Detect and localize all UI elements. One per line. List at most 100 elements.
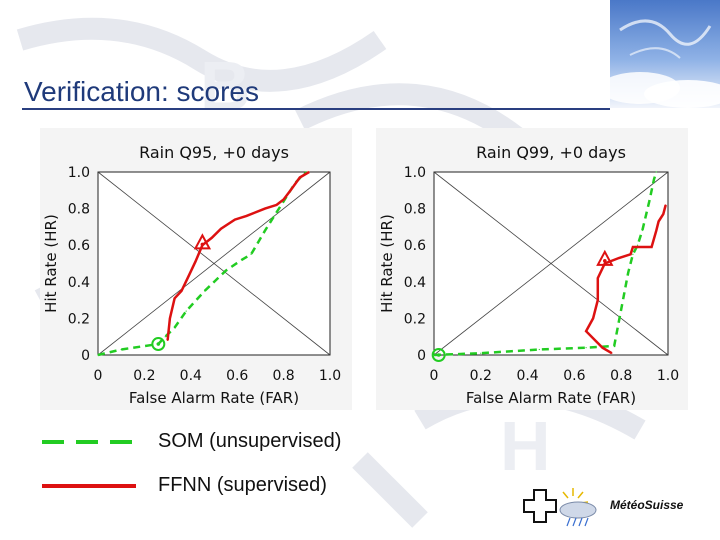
series-line-1-1 — [584, 204, 667, 355]
data-point-1-1-9 — [632, 246, 634, 248]
data-point-1-1-0 — [611, 352, 613, 354]
data-point-0-0-10 — [264, 229, 266, 232]
marker-circle-1-0 — [431, 348, 446, 362]
swiss-cross-sun-icon — [523, 488, 597, 527]
data-point-1-0-2 — [538, 348, 540, 351]
y-tick-label-1-2: 0.4 — [404, 275, 426, 291]
data-point-1-1-2 — [585, 330, 587, 332]
data-point-1-0-9 — [641, 229, 643, 232]
marker-center-0-1 — [200, 242, 205, 247]
data-point-1-1-3 — [592, 317, 594, 319]
y-axis-label-0: Hit Rate (HR) — [42, 214, 60, 313]
data-point-0-1-16 — [308, 171, 310, 173]
data-point-1-1-8 — [629, 253, 632, 255]
legend-item-som: SOM (unsupervised) — [40, 430, 440, 460]
sky-banner-image — [610, 0, 720, 108]
x-tick-label-0-5: 1.0 — [319, 368, 341, 384]
data-point-0-1-5 — [194, 261, 197, 263]
data-point-1-1-14 — [662, 213, 664, 215]
logo-text: MétéoSuisse — [610, 498, 684, 512]
chart-title-1: Rain Q99, +0 days — [476, 143, 626, 162]
data-point-0-0-11 — [273, 215, 275, 217]
data-point-0-0-7 — [225, 270, 227, 272]
y-tick-label-1-5: 1.0 — [404, 165, 426, 181]
marker-triangle-0-1 — [193, 233, 212, 250]
data-point-1-0-10 — [648, 200, 650, 202]
data-point-0-1-15 — [299, 176, 301, 179]
x-tick-label-1-5: 1.0 — [657, 368, 679, 384]
data-point-0-1-2 — [173, 297, 176, 299]
data-point-1-1-1 — [601, 347, 604, 349]
slide-title: Verification: scores — [24, 76, 259, 107]
data-point-0-0-0 — [97, 354, 99, 356]
svg-text:H: H — [500, 407, 551, 485]
y-tick-label-1-0: 0 — [417, 348, 426, 364]
legend-label-som: SOM (unsupervised) — [158, 430, 342, 452]
x-tick-label-1-3: 0.6 — [563, 368, 585, 384]
data-point-1-0-4 — [613, 345, 615, 347]
title-underline — [22, 108, 610, 110]
data-point-0-0-8 — [241, 259, 243, 261]
x-axis-label-0: False Alarm Rate (FAR) — [129, 389, 299, 407]
data-point-1-0-0 — [433, 354, 435, 356]
x-tick-label-1-4: 0.8 — [610, 368, 632, 384]
data-point-1-1-7 — [618, 257, 620, 259]
chart-title-0: Rain Q95, +0 days — [139, 143, 289, 162]
data-point-1-0-8 — [636, 244, 639, 246]
data-point-0-0-1 — [120, 348, 122, 351]
data-point-0-1-3 — [180, 290, 183, 292]
data-point-0-1-12 — [276, 204, 278, 206]
x-tick-label-0-0: 0 — [94, 368, 103, 384]
marker-center-1-0 — [436, 353, 441, 357]
x-tick-label-0-3: 0.6 — [226, 368, 248, 384]
data-point-1-1-12 — [655, 229, 657, 232]
data-point-1-1-4 — [597, 299, 599, 301]
data-point-1-0-7 — [632, 253, 634, 255]
data-point-1-1-11 — [651, 246, 653, 248]
data-point-1-0-3 — [585, 347, 587, 349]
x-tick-label-1-2: 0.4 — [516, 368, 538, 384]
y-tick-label-0-5: 1.0 — [68, 165, 90, 181]
marker-center-0-0 — [156, 342, 161, 346]
data-point-0-0-4 — [173, 326, 176, 329]
data-point-0-1-13 — [283, 198, 285, 201]
legend-dashed-line-icon — [42, 440, 136, 444]
y-tick-label-0-2: 0.4 — [68, 275, 90, 291]
data-point-1-0-6 — [627, 272, 629, 274]
data-point-1-0-11 — [653, 178, 655, 180]
data-point-0-1-14 — [289, 189, 292, 191]
marker-circle-0-0 — [151, 337, 166, 352]
svg-text:B: B — [200, 47, 251, 125]
data-point-0-1-10 — [245, 215, 248, 217]
data-point-0-1-0 — [167, 339, 169, 341]
y-tick-label-1-3: 0.6 — [404, 238, 426, 254]
legend-label-ffnn: FFNN (supervised) — [158, 474, 327, 496]
y-axis-label-1: Hit Rate (HR) — [378, 214, 396, 313]
data-point-0-0-5 — [185, 310, 187, 312]
legend-solid-line-icon — [42, 484, 136, 488]
x-tick-label-1-1: 0.2 — [470, 368, 492, 384]
data-point-1-1-13 — [658, 220, 660, 223]
x-tick-label-1-0: 0 — [430, 368, 439, 384]
y-tick-label-0-1: 0.2 — [68, 311, 90, 327]
data-point-1-1-5 — [597, 277, 599, 279]
marker-triangle-1-1 — [596, 249, 614, 266]
anti-diagonal-line-1 — [433, 171, 669, 356]
x-tick-label-0-4: 0.8 — [272, 368, 294, 384]
y-tick-label-0-4: 0.8 — [68, 202, 90, 218]
data-point-0-1-9 — [234, 218, 236, 221]
meteosuisse-logo: MétéoSuisse — [518, 484, 708, 530]
data-point-0-1-4 — [187, 275, 190, 277]
data-point-0-0-3 — [164, 336, 166, 338]
y-tick-label-0-0: 0 — [81, 348, 90, 364]
data-point-0-0-6 — [204, 290, 206, 292]
x-tick-label-0-2: 0.4 — [180, 368, 202, 384]
data-point-0-1-1 — [169, 317, 171, 319]
y-tick-label-0-3: 0.6 — [68, 238, 90, 254]
data-point-1-0-5 — [620, 308, 622, 310]
data-point-1-1-10 — [644, 246, 646, 248]
data-point-0-1-11 — [264, 208, 266, 210]
data-point-1-1-15 — [665, 204, 667, 206]
data-point-0-1-7 — [211, 237, 213, 239]
